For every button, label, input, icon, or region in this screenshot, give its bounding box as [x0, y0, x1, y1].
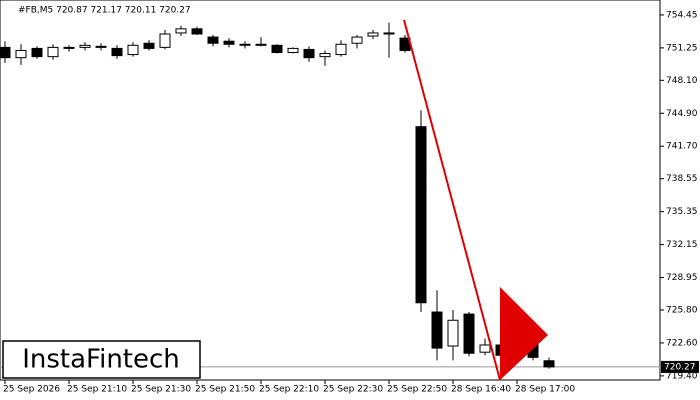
x-tick-label: 25 Sep 22:50	[387, 385, 447, 395]
last-price-box	[661, 360, 699, 373]
logo: InstaFintech	[22, 345, 180, 375]
plot-area	[0, 0, 661, 381]
candle-body	[95, 45, 107, 48]
y-tick-label: 725.80	[666, 305, 698, 315]
x-tick-label: 28 Sep 16:40	[451, 385, 511, 395]
x-tick-label: 25 Sep 22:30	[323, 385, 383, 395]
x-tick-label: 25 Sep 21:10	[67, 385, 127, 395]
candle-body	[383, 32, 395, 35]
y-tick-label: 744.90	[666, 109, 698, 119]
candle-body	[79, 44, 91, 48]
candle-body	[15, 49, 27, 59]
y-tick-label: 754.45	[666, 10, 698, 20]
candle-body	[463, 313, 475, 354]
pennant	[500, 287, 548, 380]
y-tick-label: 741.70	[666, 142, 698, 152]
candle-body	[447, 319, 459, 347]
candle-body	[143, 42, 155, 49]
candle-body	[127, 44, 139, 56]
x-tick-label: 25 Sep 2026	[3, 385, 60, 395]
y-tick-label: 722.60	[666, 338, 698, 348]
chart-title: #FB,M5 720.87 721.17 720.11 720.27	[18, 6, 191, 16]
logo-box	[2, 340, 201, 379]
y-tick-label: 732.15	[666, 240, 698, 250]
candle-body	[367, 32, 379, 37]
candle-body	[111, 47, 123, 57]
x-tick-label: 25 Sep 22:10	[259, 385, 319, 395]
candle-body	[63, 46, 75, 49]
candle-body	[239, 43, 251, 46]
y-tick-label: 738.55	[666, 174, 698, 184]
x-tick-label: 28 Sep 17:00	[515, 385, 575, 395]
candle-body	[335, 43, 347, 56]
x-tick-label: 25 Sep 21:30	[131, 385, 191, 395]
candle-body	[159, 33, 171, 48]
candle-body	[271, 44, 283, 54]
y-tick-label: 735.35	[666, 207, 698, 217]
candle-body	[207, 36, 219, 44]
candle-body	[303, 48, 315, 59]
y-tick-label: 751.25	[666, 43, 698, 53]
candle-body	[255, 43, 267, 46]
candle-body	[47, 46, 59, 58]
candle-body	[223, 40, 235, 45]
candle-body	[543, 360, 555, 368]
x-tick-label: 25 Sep 21:50	[195, 385, 255, 395]
y-tick-label: 719.40	[666, 371, 698, 381]
candle-body	[191, 28, 203, 35]
last-price-label: 720.27	[664, 362, 696, 372]
candle-body	[319, 53, 331, 58]
pole-line	[403, 19, 501, 381]
candle-body	[415, 126, 427, 304]
candle-body	[431, 311, 443, 349]
y-tick-label: 728.95	[666, 273, 698, 283]
candle-body	[479, 344, 491, 353]
candle-body	[31, 47, 43, 58]
candle-body	[0, 46, 11, 59]
candle-body	[351, 36, 363, 44]
candle-body	[175, 28, 187, 34]
y-tick-label: 748.10	[666, 76, 698, 86]
candle-body	[287, 47, 299, 54]
